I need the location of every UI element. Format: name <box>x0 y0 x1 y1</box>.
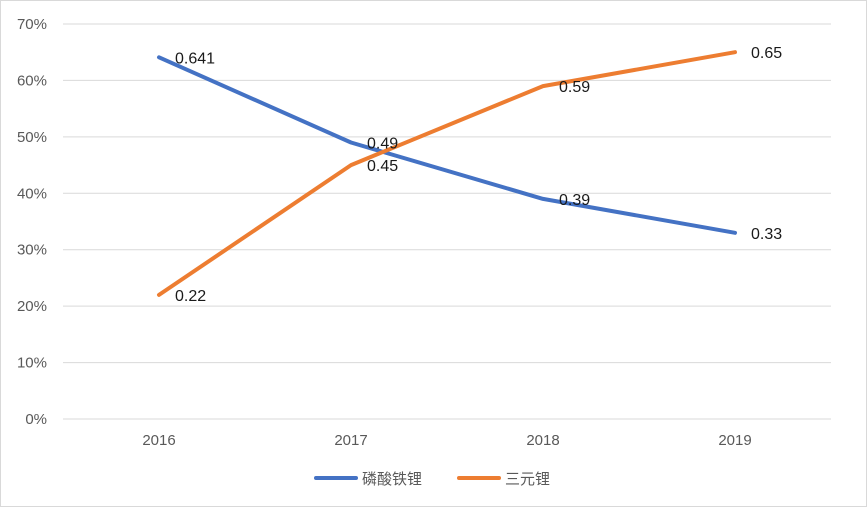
data-labels: 0.641 0.49 0.39 0.33 0.22 0.45 0.59 0.65 <box>175 45 782 305</box>
data-label: 0.22 <box>175 288 206 305</box>
y-tick-label: 40% <box>17 185 47 202</box>
data-label: 0.49 <box>367 136 398 153</box>
legend: 磷酸铁锂 三元锂 <box>314 471 550 488</box>
grid-lines <box>63 23 831 420</box>
x-tick-label: 2018 <box>526 432 559 449</box>
series-lines <box>157 50 737 297</box>
data-label: 0.39 <box>559 192 590 209</box>
x-tick-label: 2019 <box>718 432 751 449</box>
y-tick-label: 30% <box>17 242 47 259</box>
x-axis-tick-labels: 2016 2017 2018 2019 <box>142 432 751 449</box>
y-tick-label: 60% <box>17 72 47 89</box>
legend-label-1: 三元锂 <box>505 471 550 488</box>
x-tick-label: 2017 <box>334 432 367 449</box>
y-tick-label: 20% <box>17 298 47 315</box>
data-label: 0.33 <box>751 226 782 243</box>
y-tick-label: 50% <box>17 129 47 146</box>
y-tick-label: 10% <box>17 355 47 372</box>
data-label: 0.65 <box>751 45 782 62</box>
y-tick-label: 70% <box>17 16 47 33</box>
data-label: 0.59 <box>559 79 590 96</box>
y-axis-tick-labels: 0% 10% 20% 30% 40% 50% 60% 70% <box>17 16 47 428</box>
data-label: 0.45 <box>367 158 398 175</box>
data-label: 0.641 <box>175 50 215 67</box>
legend-label-0: 磷酸铁锂 <box>362 471 422 488</box>
x-tick-label: 2016 <box>142 432 175 449</box>
series-line-0 <box>157 55 737 235</box>
y-tick-label: 0% <box>25 411 47 428</box>
series-line-1 <box>157 50 737 297</box>
